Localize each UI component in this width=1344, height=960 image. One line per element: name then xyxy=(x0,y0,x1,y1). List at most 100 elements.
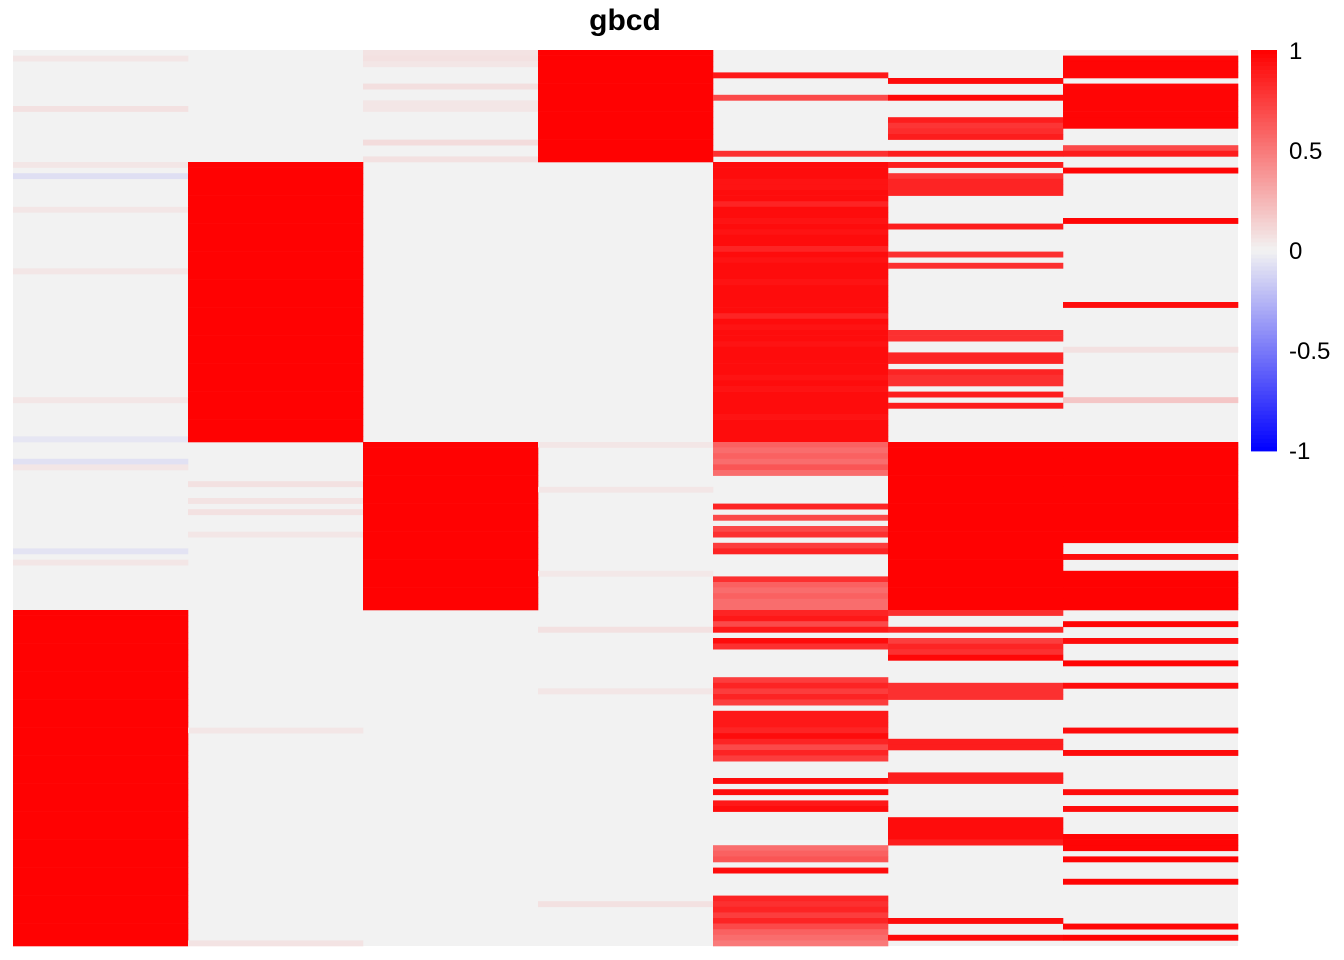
heatmap-cell xyxy=(888,554,1064,560)
legend-gradient-step xyxy=(1251,294,1277,300)
heatmap-cell xyxy=(188,408,364,415)
heatmap-cell xyxy=(888,570,1064,577)
heatmap-cell xyxy=(713,638,889,644)
legend-gradient-step xyxy=(1251,162,1277,167)
heatmap-cell xyxy=(888,509,1064,516)
heatmap-cell xyxy=(188,425,364,432)
heatmap-cell xyxy=(888,817,1064,824)
heatmap-cell xyxy=(888,834,1064,840)
heatmap-cell xyxy=(188,251,364,258)
heatmap-cell xyxy=(13,649,189,656)
heatmap-cell xyxy=(538,139,714,146)
heatmap-cell xyxy=(13,744,189,751)
heatmap-cell xyxy=(713,688,889,695)
heatmap-cell xyxy=(188,498,364,504)
legend-gradient-step xyxy=(1251,170,1277,175)
heatmap-cell xyxy=(1063,447,1239,454)
legend-gradient-step xyxy=(1251,78,1277,83)
heatmap-cell xyxy=(188,346,364,353)
heatmap-cell xyxy=(363,537,539,544)
heatmap-cell xyxy=(538,901,714,908)
legend-gradient-step xyxy=(1251,422,1277,428)
heatmap-cell xyxy=(363,548,539,555)
heatmap-cell xyxy=(13,464,189,471)
heatmap-cell xyxy=(13,783,189,790)
heatmap-cell xyxy=(888,839,1064,846)
heatmap-cell xyxy=(713,369,889,376)
heatmap-cell xyxy=(713,363,889,370)
heatmap-cell xyxy=(1063,604,1239,611)
heatmap-cell xyxy=(888,492,1064,499)
heatmap-cell xyxy=(538,89,714,96)
heatmap-cell xyxy=(538,117,714,124)
heatmap-cell xyxy=(188,341,364,348)
heatmap-cell xyxy=(188,369,364,376)
heatmap-cell xyxy=(1063,531,1239,538)
heatmap-cell xyxy=(713,800,889,807)
legend-gradient-step xyxy=(1251,86,1277,91)
heatmap-cell xyxy=(713,240,889,247)
heatmap-cell xyxy=(713,806,889,812)
heatmap-cell xyxy=(888,682,1064,689)
legend-gradient-step xyxy=(1251,158,1277,163)
legend-gradient-step xyxy=(1251,442,1277,448)
heatmap-cell xyxy=(888,251,1064,258)
heatmap-cell xyxy=(713,290,889,297)
heatmap-cell xyxy=(188,531,364,538)
heatmap-cell xyxy=(713,296,889,303)
heatmap-cell xyxy=(1063,458,1239,465)
legend-gradient-step xyxy=(1251,366,1277,372)
heatmap-cell xyxy=(13,654,189,661)
legend-gradient-step xyxy=(1251,218,1277,223)
heatmap-cell xyxy=(1063,150,1239,157)
heatmap-cell xyxy=(13,806,189,812)
heatmap-cell xyxy=(188,509,364,516)
heatmap-cell xyxy=(363,554,539,560)
legend-gradient-step xyxy=(1251,62,1277,67)
heatmap-cell xyxy=(363,520,539,527)
heatmap-cell xyxy=(13,890,189,896)
heatmap-cell xyxy=(538,106,714,112)
legend-gradient-step xyxy=(1251,426,1277,432)
heatmap-cell xyxy=(713,906,889,913)
heatmap-cell xyxy=(13,817,189,824)
heatmap-cell xyxy=(1063,934,1239,941)
legend-gradient-step xyxy=(1251,266,1277,271)
heatmap-cell xyxy=(713,458,889,465)
heatmap-cell xyxy=(13,559,189,566)
heatmap-cell xyxy=(13,755,189,762)
heatmap-cell xyxy=(888,335,1064,342)
heatmap-cell xyxy=(713,789,889,796)
heatmap-cell xyxy=(13,839,189,846)
heatmap-cell xyxy=(713,738,889,745)
legend-gradient-step xyxy=(1251,446,1277,452)
heatmap-cell xyxy=(538,122,714,129)
heatmap-cell xyxy=(1063,514,1239,521)
legend-gradient-step xyxy=(1251,226,1277,231)
heatmap-cell xyxy=(713,694,889,700)
heatmap-cell xyxy=(188,201,364,208)
heatmap-cell xyxy=(1063,486,1239,493)
heatmap-cell xyxy=(1063,145,1239,152)
heatmap-cell xyxy=(13,828,189,835)
heatmap-cell xyxy=(1063,587,1239,594)
legend-gradient-step xyxy=(1251,346,1277,352)
legend-tick-0-5: 0.5 xyxy=(1289,138,1323,165)
heatmap-cell xyxy=(188,313,364,320)
heatmap-cell xyxy=(888,593,1064,600)
legend-gradient-step xyxy=(1251,130,1277,135)
legend-gradient-step xyxy=(1251,186,1277,191)
heatmap-cell xyxy=(188,727,364,734)
heatmap-cell xyxy=(13,705,189,712)
heatmap-cell xyxy=(713,940,889,947)
heatmap-cell xyxy=(13,789,189,796)
heatmap-cell xyxy=(13,794,189,801)
heatmap-cell xyxy=(188,436,364,443)
heatmap-cell xyxy=(888,738,1064,745)
legend-gradient-step xyxy=(1251,370,1277,376)
chart-title: gbcd xyxy=(589,4,661,37)
heatmap-cell xyxy=(713,755,889,762)
heatmap-cell xyxy=(1063,923,1239,930)
heatmap-cell xyxy=(713,453,889,460)
heatmap-cell xyxy=(363,587,539,594)
